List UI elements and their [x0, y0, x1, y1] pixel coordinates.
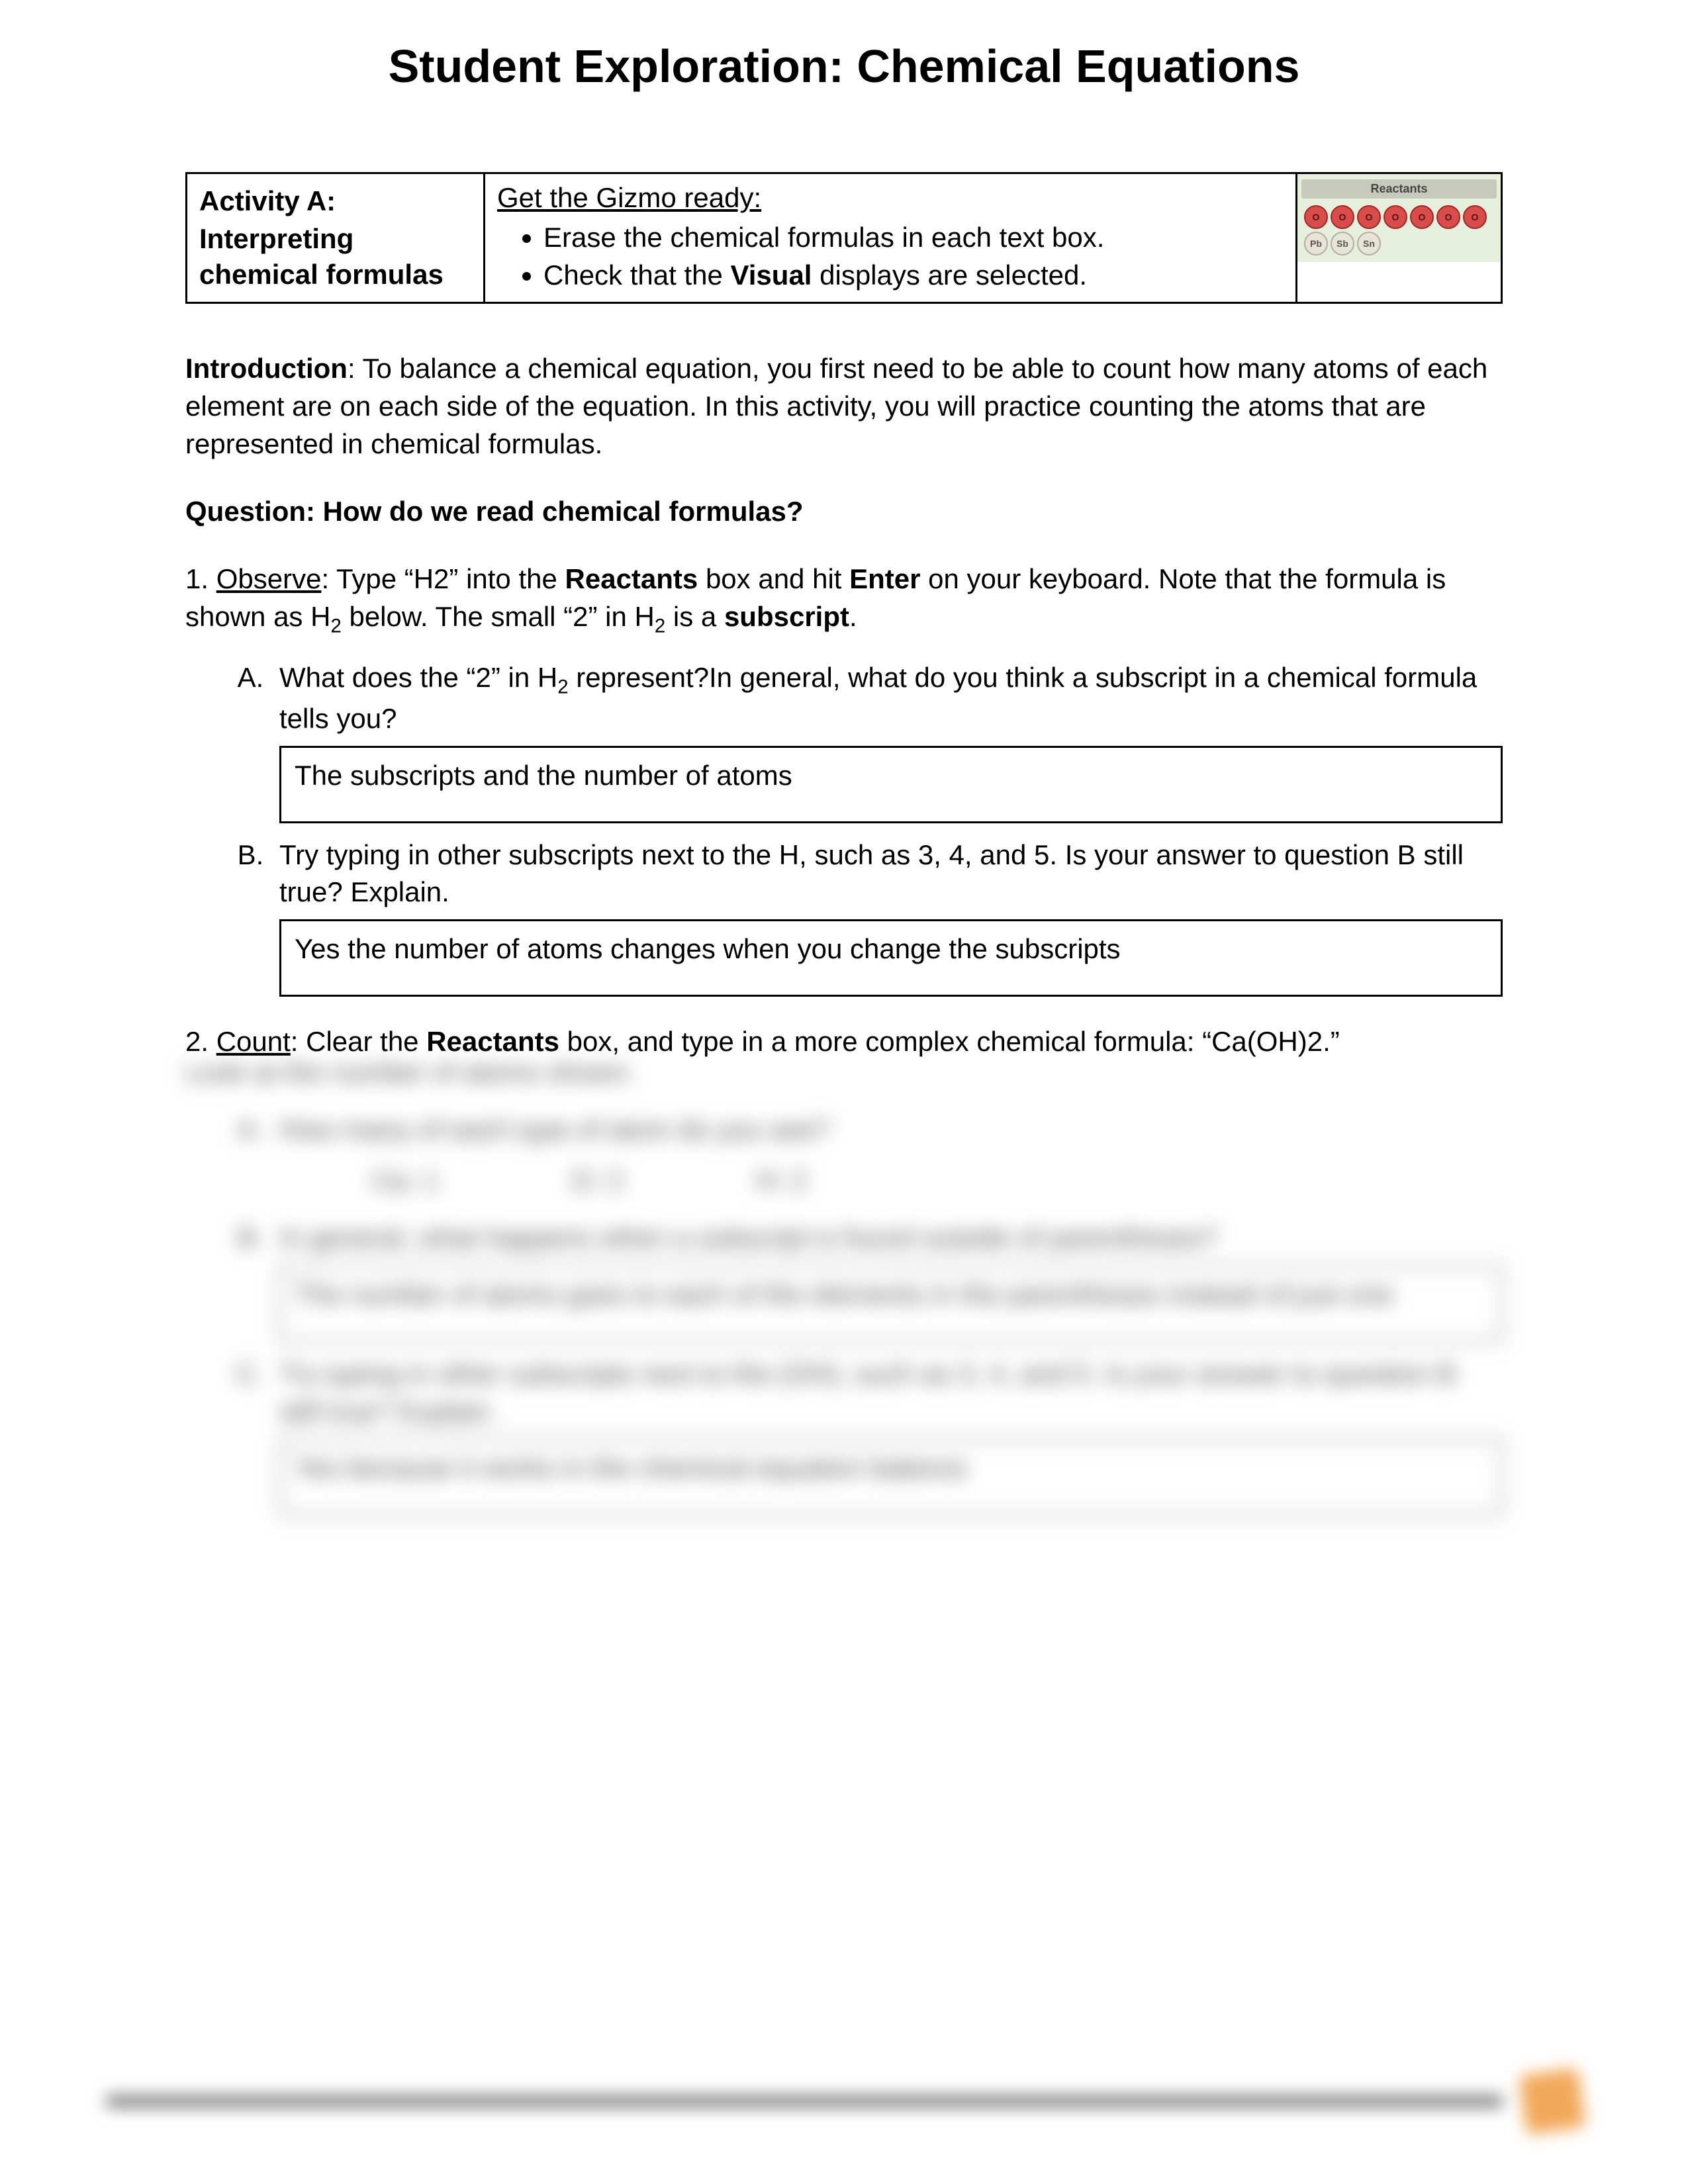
- count-item: O: 2: [571, 1162, 623, 1200]
- atom-counts: Ca: 1 O: 2 H: 2: [279, 1162, 1503, 1200]
- q1-part-b: Try typing in other subscripts next to t…: [271, 837, 1503, 997]
- q1-text: Enter: [849, 563, 920, 594]
- atom-icon: O: [1383, 205, 1407, 229]
- q2-lead: Count: [216, 1026, 291, 1057]
- q1-text: : Type “H2” into the: [321, 563, 565, 594]
- q2-text: Reactants: [426, 1026, 559, 1057]
- q1a-answer-box: The subscripts and the number of atoms: [279, 746, 1503, 823]
- footer-badge-icon: [1519, 2068, 1586, 2135]
- q2-text: : Clear the: [291, 1026, 426, 1057]
- footer-blur: [106, 2078, 1582, 2124]
- q1-text: below. The small “2” in H: [342, 601, 655, 632]
- reactants-widget-title: Reactants: [1301, 179, 1497, 199]
- q2-subparts: How many of each type of atom do you see…: [185, 1111, 1503, 1516]
- q2b-answer-box: The number of atoms goes to each of the …: [279, 1265, 1503, 1342]
- atom-icon: Sn: [1357, 232, 1381, 255]
- atom-icon: O: [1436, 205, 1460, 229]
- q1-subparts: What does the “2” in H2 represent?In gen…: [185, 659, 1503, 997]
- q2-number: 2.: [185, 1026, 216, 1057]
- q1-number: 1.: [185, 563, 216, 594]
- subscript: 2: [330, 615, 341, 637]
- gizmo-ready-item: Check that the Visual displays are selec…: [543, 257, 1284, 295]
- q1-text: Reactants: [565, 563, 698, 594]
- blurred-content: Look at the number of atoms shown. How m…: [185, 1054, 1503, 1516]
- q2a-question: How many of each type of atom do you see…: [279, 1114, 829, 1145]
- q2-part-a: How many of each type of atom do you see…: [271, 1111, 1503, 1199]
- atom-icon: Pb: [1304, 232, 1328, 255]
- atom-row: OOOOOOO: [1301, 204, 1497, 230]
- reactants-widget: Reactants OOOOOOO PbSbSn: [1297, 174, 1501, 262]
- q1-text: box and hit: [698, 563, 849, 594]
- q1-text: subscript: [724, 601, 849, 632]
- count-item: H: 2: [756, 1162, 807, 1200]
- atom-icon: O: [1410, 205, 1434, 229]
- q2c-answer-box: Yes because it works in the chemical equ…: [279, 1438, 1503, 1516]
- introduction-paragraph: Introduction: To balance a chemical equa…: [185, 350, 1503, 463]
- blur-line: Look at the number of atoms shown.: [185, 1054, 1503, 1091]
- question-1: 1. Observe: Type “H2” into the Reactants…: [185, 561, 1503, 639]
- q1-text: is a: [665, 601, 724, 632]
- q1b-answer-box: Yes the number of atoms changes when you…: [279, 919, 1503, 997]
- q1-text: .: [849, 601, 857, 632]
- q2-text: box, and type in a more complex chemical…: [559, 1026, 1340, 1057]
- gizmo-ready-list: Erase the chemical formulas in each text…: [497, 219, 1284, 294]
- q2-part-b: In general, what happens when a subscrip…: [271, 1219, 1503, 1342]
- activity-table: Activity A: Interpreting chemical formul…: [185, 172, 1503, 304]
- atom-icon: O: [1304, 205, 1328, 229]
- activity-subtitle: Interpreting chemical formulas: [199, 221, 471, 293]
- q2-part-c: Try typing in other subscripts next to t…: [271, 1355, 1503, 1516]
- subscript: 2: [655, 615, 665, 637]
- footer-line: [106, 2095, 1503, 2107]
- atom-icon: O: [1331, 205, 1354, 229]
- gizmo-ready-heading: Get the Gizmo ready:: [497, 182, 1284, 214]
- question-heading: Question: How do we read chemical formul…: [185, 496, 1503, 527]
- atom-icon: O: [1463, 205, 1487, 229]
- q2c-question: Try typing in other subscripts next to t…: [279, 1358, 1456, 1427]
- activity-label: Activity A:: [199, 182, 471, 221]
- atom-icon: Sb: [1331, 232, 1354, 255]
- count-item: Ca: 1: [372, 1162, 438, 1200]
- intro-label: Introduction: [185, 353, 348, 384]
- gizmo-ready-item: Erase the chemical formulas in each text…: [543, 219, 1284, 257]
- q2b-question: In general, what happens when a subscrip…: [279, 1222, 1217, 1253]
- page-title: Student Exploration: Chemical Equations: [185, 40, 1503, 93]
- q1b-question: Try typing in other subscripts next to t…: [279, 839, 1464, 908]
- q1a-question: What does the “2” in H2 represent?In gen…: [279, 662, 1477, 734]
- intro-text: : To balance a chemical equation, you fi…: [185, 353, 1487, 459]
- atom-row: PbSbSn: [1301, 230, 1497, 257]
- q1-lead: Observe: [216, 563, 322, 594]
- atom-icon: O: [1357, 205, 1381, 229]
- q1-part-a: What does the “2” in H2 represent?In gen…: [271, 659, 1503, 823]
